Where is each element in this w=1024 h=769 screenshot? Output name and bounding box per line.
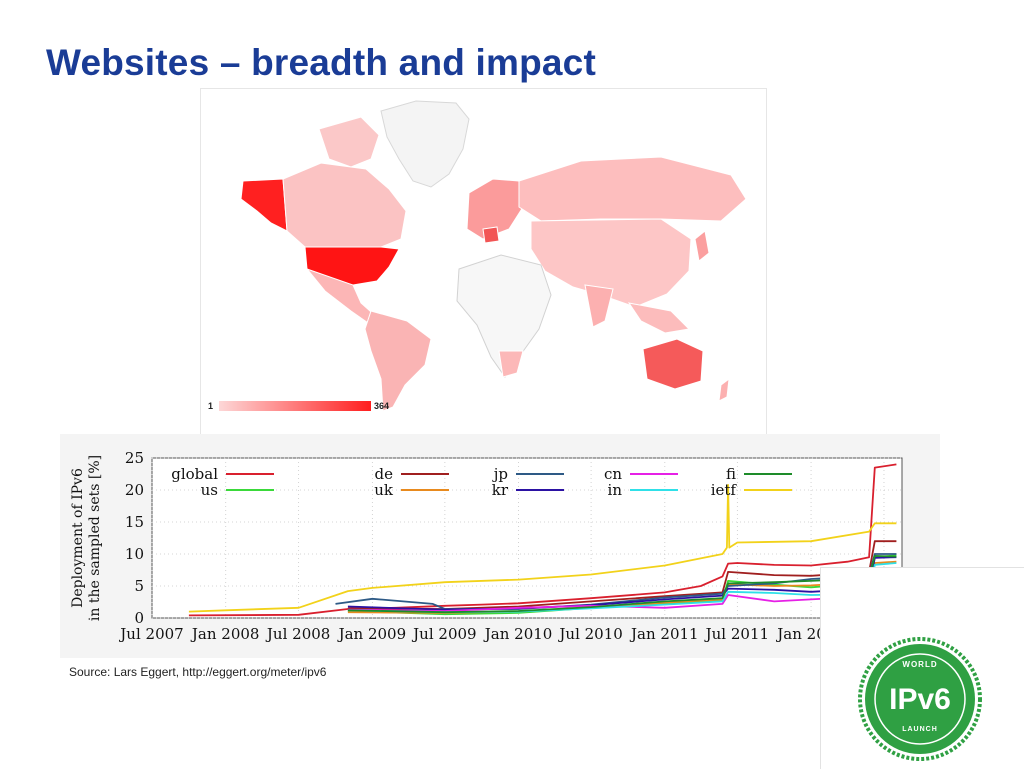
series-line-ietf bbox=[188, 484, 897, 613]
map-canada-islands bbox=[318, 116, 380, 168]
map-se-asia bbox=[627, 302, 691, 334]
plot-area bbox=[151, 457, 903, 619]
y-axis-label: Deployment of IPv6 bbox=[70, 468, 86, 608]
map-germany bbox=[482, 226, 500, 244]
legend-label-kr: kr bbox=[492, 481, 509, 499]
y-tick-label: 20 bbox=[125, 481, 144, 499]
map-india bbox=[584, 284, 614, 328]
y-tick-label: 15 bbox=[125, 513, 144, 531]
y-tick-label: 10 bbox=[125, 545, 144, 563]
x-tick-label: Jul 2008 bbox=[265, 625, 330, 643]
badge-bottom-text: LAUNCH bbox=[902, 726, 938, 733]
x-tick-label: Jan 2010 bbox=[483, 625, 553, 643]
series-line-de bbox=[347, 540, 897, 610]
y-tick-label: 0 bbox=[134, 609, 144, 627]
legend-label-uk: uk bbox=[374, 481, 394, 499]
legend-label-ietf: ietf bbox=[711, 481, 738, 499]
legend-label-fi: fi bbox=[726, 465, 736, 483]
legend-label-global: global bbox=[171, 465, 218, 483]
x-tick-label: Jul 2007 bbox=[118, 625, 183, 643]
map-alaska bbox=[240, 178, 288, 232]
legend-label-in: in bbox=[608, 481, 623, 499]
world-ipv6-launch-badge-icon: WORLD IPv6 LAUNCH bbox=[858, 637, 982, 761]
world-map bbox=[240, 100, 747, 412]
legend-label-cn: cn bbox=[604, 465, 622, 483]
legend-label-us: us bbox=[201, 481, 218, 499]
map-legend-min: 1 bbox=[208, 401, 214, 411]
x-tick-label: Jan 2009 bbox=[337, 625, 407, 643]
y-tick-label: 25 bbox=[125, 449, 144, 467]
x-tick-label: Jul 2011 bbox=[704, 625, 769, 643]
map-australia bbox=[642, 338, 704, 390]
badge-main-text: IPv6 bbox=[889, 683, 951, 716]
legend-label-jp: jp bbox=[492, 465, 508, 483]
x-tick-label: Jul 2009 bbox=[411, 625, 476, 643]
x-tick-label: Jul 2010 bbox=[557, 625, 622, 643]
map-south-america bbox=[364, 310, 432, 412]
source-note: Source: Lars Eggert, http://eggert.org/m… bbox=[69, 665, 327, 679]
map-russia bbox=[518, 156, 747, 222]
legend-label-de: de bbox=[375, 465, 394, 483]
y-axis-label: in the sampled sets [%] bbox=[87, 455, 103, 621]
map-legend-color-scale bbox=[219, 401, 371, 411]
ipv6-deployment-chart: 0 5 10 15 20 25 Jul 2007 Jan 2008 Jul 2008 Jan 20… bbox=[70, 449, 916, 643]
map-legend-max: 364 bbox=[374, 401, 390, 411]
x-tick-label: Jan 2011 bbox=[629, 625, 699, 643]
badge-top-text: WORLD bbox=[902, 660, 937, 669]
world-map-panel: 1 364 bbox=[200, 88, 767, 435]
map-canada bbox=[282, 162, 407, 248]
map-new-zealand bbox=[718, 377, 730, 402]
map-greenland bbox=[380, 100, 470, 188]
map-europe bbox=[466, 178, 524, 240]
slide-title: Websites – breadth and impact bbox=[46, 42, 596, 83]
map-south-africa bbox=[498, 350, 524, 378]
x-tick-label: Jan 2008 bbox=[190, 625, 260, 643]
ipv6-deployment-chart-panel: 0 5 10 15 20 25 Jul 2007 Jan 2008 Jul 2008 Jan 20… bbox=[60, 434, 940, 658]
y-tick-label: 5 bbox=[134, 577, 144, 595]
map-japan bbox=[694, 230, 710, 262]
